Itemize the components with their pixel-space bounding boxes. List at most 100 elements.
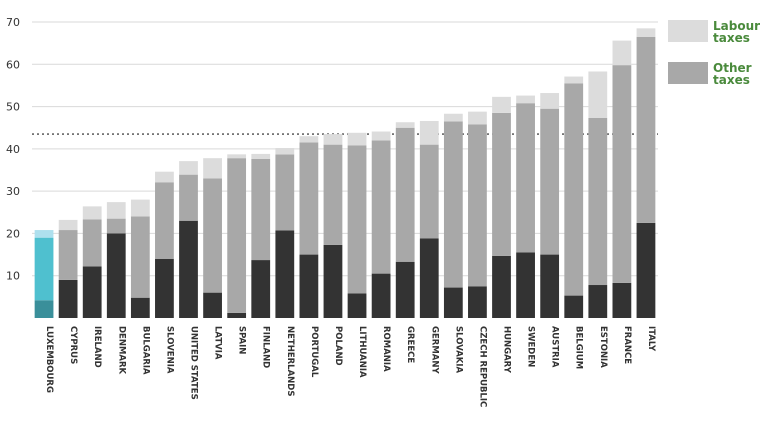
bar-base-czech-republic <box>468 286 487 318</box>
bar-other-taxes-italy <box>636 36 656 223</box>
x-tick-label: LITHUANIA <box>357 326 367 378</box>
bar-labour-taxes-denmark <box>106 202 126 219</box>
bar-other-taxes-spain <box>227 158 247 313</box>
bar-base-denmark <box>106 233 126 318</box>
bar-labour-taxes-czech-republic <box>468 111 487 125</box>
bar-base-hungary <box>492 255 511 318</box>
bar-base-united-states <box>179 220 198 318</box>
x-tick-label: LUXEMBOURG <box>44 326 54 393</box>
bar-base-romania <box>371 273 391 318</box>
bar-other-taxes-austria <box>540 108 560 255</box>
bars <box>34 28 656 318</box>
bar-other-taxes-slovakia <box>443 121 463 288</box>
x-tick-label: NETHERLANDS <box>285 326 295 396</box>
y-tick-label: 20 <box>6 227 20 240</box>
x-tick-label: BULGARIA <box>140 326 150 375</box>
bar-base-slovenia <box>155 258 174 318</box>
legend-label-other-taxes: taxes <box>713 73 750 87</box>
bar-base-ireland <box>82 266 102 318</box>
x-tick-label: DENMARK <box>116 326 126 375</box>
x-tick-label: FRANCE <box>622 326 632 364</box>
x-tick-label: UNITED STATES <box>189 326 199 400</box>
legend: Labour taxes Other taxes <box>668 19 760 87</box>
bar-base-lithuania <box>347 293 367 318</box>
bar-base-netherlands <box>275 230 295 318</box>
bar-base-belgium <box>564 295 584 318</box>
bar-labour-taxes-romania <box>371 131 391 141</box>
x-tick-label: ESTONIA <box>598 326 608 368</box>
bar-other-taxes-czech-republic <box>468 124 487 287</box>
x-tick-label: CYPRUS <box>68 326 78 364</box>
x-tick-label: SPAIN <box>237 326 247 354</box>
bar-other-taxes-belgium <box>564 83 584 296</box>
bar-labour-taxes-netherlands <box>275 148 295 155</box>
bar-other-taxes-cyprus <box>58 230 78 280</box>
bar-labour-taxes-greece <box>395 122 415 128</box>
bar-other-taxes-poland <box>323 144 343 245</box>
bar-other-taxes-finland <box>251 159 271 261</box>
bar-other-taxes-latvia <box>203 178 222 293</box>
axis-labels: 10 20 30 40 50 60 70 LUXEMBOURG CYPRUS IRELAND DEN… <box>6 16 656 407</box>
x-tick-label: POLAND <box>333 326 343 366</box>
y-tick-label: 50 <box>6 101 20 114</box>
x-tick-label: LATVIA <box>213 326 223 360</box>
bar-labour-taxes-slovenia <box>155 171 174 183</box>
bar-base-poland <box>323 244 343 318</box>
bar-labour-taxes-sweden <box>516 95 535 104</box>
bar-labour-taxes-united-states <box>179 161 198 175</box>
bar-labour-taxes-belgium <box>564 76 584 84</box>
bar-labour-taxes-ireland <box>82 206 102 220</box>
bar-base-latvia <box>203 292 222 318</box>
bar-base-austria <box>540 254 560 318</box>
bar-base-finland <box>251 260 271 318</box>
bar-other-taxes-denmark <box>106 218 126 234</box>
x-tick-label: FINLAND <box>261 326 271 368</box>
x-tick-label: ROMANIA <box>381 326 391 372</box>
bar-labour-taxes-austria <box>540 93 560 109</box>
grid-lines <box>32 21 658 277</box>
bar-base-france <box>612 282 632 318</box>
bar-other-taxes-portugal <box>299 142 319 255</box>
bar-labour-taxes-bulgaria <box>130 199 150 217</box>
bar-base-germany <box>419 238 439 318</box>
bar-base-cyprus <box>58 279 78 318</box>
x-tick-label: GREECE <box>405 326 415 363</box>
bar-other-taxes-slovenia <box>155 182 174 259</box>
bar-labour-taxes-portugal <box>299 136 319 143</box>
y-tick-label: 10 <box>6 270 20 283</box>
x-tick-label: IRELAND <box>92 326 102 368</box>
legend-swatch-labour-taxes <box>668 20 708 42</box>
bar-labour-taxes-spain <box>227 154 247 159</box>
legend-label-labour-taxes: taxes <box>713 31 750 45</box>
x-tick-label: HUNGARY <box>502 326 512 374</box>
legend-swatch-other-taxes <box>668 62 708 84</box>
bar-labour-taxes-italy <box>636 28 656 37</box>
bar-other-taxes-germany <box>419 144 439 239</box>
y-tick-label: 40 <box>6 143 20 156</box>
bar-other-taxes-luxembourg <box>34 237 54 301</box>
bar-other-taxes-france <box>612 65 632 283</box>
bar-labour-taxes-france <box>612 40 632 66</box>
bar-other-taxes-hungary <box>492 112 511 256</box>
x-tick-label: SWEDEN <box>526 326 536 367</box>
bar-base-estonia <box>588 285 608 318</box>
y-tick-label: 70 <box>6 16 20 29</box>
bar-labour-taxes-hungary <box>492 96 511 113</box>
bar-labour-taxes-finland <box>251 153 271 160</box>
legend-label-labour: Labour <box>713 19 760 33</box>
x-tick-label: PORTUGAL <box>309 326 319 378</box>
bar-other-taxes-lithuania <box>347 145 367 294</box>
bar-other-taxes-ireland <box>82 219 102 267</box>
bar-labour-taxes-estonia <box>588 71 608 118</box>
x-tick-label: AUSTRIA <box>550 326 560 368</box>
x-tick-label: ITALY <box>646 326 656 352</box>
bar-base-bulgaria <box>130 297 150 318</box>
bar-base-sweden <box>516 252 535 318</box>
bar-other-taxes-greece <box>395 127 415 262</box>
bar-labour-taxes-luxembourg <box>34 230 54 238</box>
bar-labour-taxes-poland <box>323 134 343 145</box>
bar-labour-taxes-slovakia <box>443 113 463 122</box>
bar-base-luxembourg <box>34 300 54 318</box>
